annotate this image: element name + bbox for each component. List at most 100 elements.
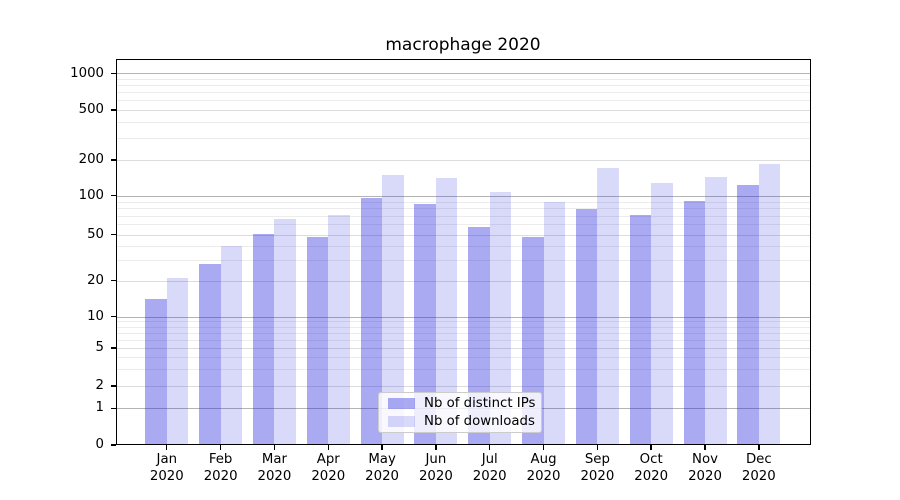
legend-swatch-downloads bbox=[388, 416, 415, 427]
x-tick-label-apr: Apr 2020 bbox=[311, 452, 346, 484]
y-tick-mark bbox=[110, 234, 116, 236]
y-tick-mark bbox=[110, 444, 116, 446]
gridline-minor bbox=[115, 260, 811, 262]
y-tick-label-10: 10 bbox=[87, 308, 104, 324]
bar-distinct-ips-nov bbox=[683, 200, 705, 445]
bar-downloads-nov bbox=[705, 176, 727, 445]
bar-downloads-jul bbox=[489, 192, 512, 445]
gridline-minor bbox=[115, 85, 811, 87]
y-tick-mark bbox=[110, 72, 116, 75]
y-tick-label-1: 1 bbox=[95, 400, 104, 416]
bar-downloads-dec bbox=[758, 164, 781, 445]
y-tick-mark bbox=[110, 109, 116, 111]
gridline-1000 bbox=[115, 73, 811, 75]
y-tick-label-2: 2 bbox=[95, 378, 104, 393]
x-tick-label-oct: Oct 2020 bbox=[634, 452, 669, 484]
bar-downloads-feb bbox=[220, 245, 243, 445]
gridline-minor bbox=[115, 122, 811, 124]
bar-distinct-ips-oct bbox=[629, 214, 652, 445]
x-tick-mark bbox=[435, 444, 437, 450]
chart-title: macrophage 2020 bbox=[385, 35, 541, 55]
bar-distinct-ips-jul bbox=[468, 227, 490, 445]
y-tick-label-20: 20 bbox=[87, 272, 104, 288]
gridline-minor bbox=[115, 100, 811, 102]
y-tick-mark bbox=[110, 280, 116, 282]
gridline-minor bbox=[115, 137, 811, 139]
gridline-100 bbox=[115, 195, 811, 197]
gridline-minor bbox=[115, 332, 811, 334]
y-tick-label-200: 200 bbox=[78, 152, 104, 167]
gridline-5 bbox=[115, 347, 811, 349]
y-tick-mark bbox=[110, 385, 116, 387]
gridline-minor bbox=[115, 92, 811, 94]
bar-distinct-ips-dec bbox=[737, 185, 759, 445]
bar-downloads-oct bbox=[651, 182, 673, 445]
legend-label-distinct-ips: Nb of distinct IPs bbox=[424, 395, 536, 411]
gridline-20 bbox=[115, 280, 811, 282]
y-tick-label-100: 100 bbox=[78, 187, 104, 203]
x-tick-label-dec: Dec 2020 bbox=[741, 452, 776, 484]
y-tick-mark bbox=[110, 316, 116, 318]
x-tick-mark bbox=[166, 444, 168, 450]
x-tick-mark bbox=[758, 444, 760, 450]
gridline-minor bbox=[115, 321, 811, 323]
x-tick-label-may: May 2020 bbox=[365, 452, 399, 484]
x-tick-label-aug: Aug 2020 bbox=[526, 452, 561, 484]
bar-downloads-may bbox=[382, 174, 404, 445]
legend-label-downloads: Nb of downloads bbox=[424, 413, 535, 429]
x-tick-label-jun: Jun 2020 bbox=[418, 452, 453, 484]
bar-distinct-ips-feb bbox=[199, 263, 221, 445]
bar-distinct-ips-jun bbox=[414, 203, 436, 445]
gridline-minor bbox=[115, 326, 811, 328]
bar-distinct-ips-apr bbox=[306, 236, 329, 445]
x-tick-mark bbox=[489, 444, 491, 450]
bar-distinct-ips-sep bbox=[575, 208, 598, 445]
gridline-10 bbox=[115, 316, 811, 318]
legend: Nb of distinct IPs Nb of downloads bbox=[378, 392, 542, 433]
x-tick-label-mar: Mar 2020 bbox=[257, 452, 292, 484]
gridline-500 bbox=[115, 109, 811, 111]
gridline-50 bbox=[115, 234, 811, 236]
bar-distinct-ips-jan bbox=[145, 299, 167, 445]
x-tick-mark bbox=[327, 444, 329, 450]
x-tick-label-feb: Feb 2020 bbox=[203, 452, 238, 484]
gridline-minor bbox=[115, 208, 811, 210]
y-tick-mark bbox=[110, 347, 116, 349]
x-tick-label-jan: Jan 2020 bbox=[149, 452, 184, 484]
legend-item-downloads: Nb of downloads bbox=[379, 413, 541, 429]
gridline-minor bbox=[115, 79, 811, 81]
bar-downloads-apr bbox=[328, 214, 350, 445]
bar-downloads-sep bbox=[597, 168, 619, 445]
x-tick-mark bbox=[273, 444, 276, 450]
gridline-minor bbox=[115, 201, 811, 203]
x-tick-mark bbox=[542, 444, 545, 450]
gridline-minor bbox=[115, 215, 811, 217]
x-tick-label-jul: Jul 2020 bbox=[472, 452, 507, 484]
bar-downloads-aug bbox=[543, 202, 566, 445]
gridline-200 bbox=[115, 159, 811, 161]
plot-area bbox=[115, 59, 811, 445]
x-tick-mark bbox=[650, 444, 652, 450]
bar-downloads-mar bbox=[274, 219, 296, 445]
y-tick-mark bbox=[110, 407, 116, 409]
x-tick-mark bbox=[596, 444, 599, 450]
gridline-minor bbox=[115, 357, 811, 359]
y-tick-label-1000: 1000 bbox=[70, 65, 104, 81]
y-tick-label-50: 50 bbox=[87, 226, 104, 242]
gridline-minor bbox=[115, 339, 811, 341]
x-tick-mark bbox=[381, 444, 383, 450]
gridline-minor bbox=[115, 245, 811, 247]
bar-downloads-jun bbox=[435, 177, 458, 445]
bar-distinct-ips-mar bbox=[252, 233, 275, 445]
x-tick-label-sep: Sep 2020 bbox=[580, 452, 615, 484]
legend-item-distinct-ips: Nb of distinct IPs bbox=[379, 395, 541, 411]
gridline-2 bbox=[115, 385, 811, 387]
y-tick-label-500: 500 bbox=[78, 102, 104, 117]
bar-downloads-jan bbox=[166, 278, 189, 445]
x-tick-label-nov: Nov 2020 bbox=[688, 452, 722, 484]
y-tick-mark bbox=[110, 159, 116, 161]
gridline-minor bbox=[115, 224, 811, 226]
y-tick-mark bbox=[110, 195, 116, 197]
bar-distinct-ips-may bbox=[360, 197, 383, 445]
